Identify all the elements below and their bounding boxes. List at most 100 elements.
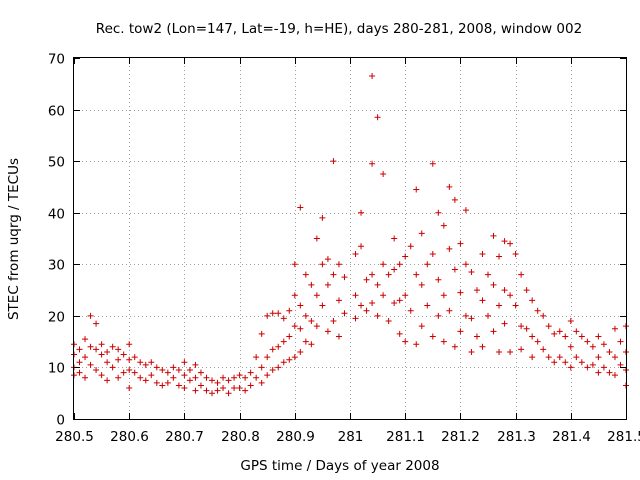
data-point	[617, 361, 624, 368]
data-point	[501, 320, 508, 327]
data-point	[562, 359, 569, 366]
data-point	[358, 209, 365, 216]
data-point	[440, 338, 447, 345]
data-point	[253, 354, 260, 361]
data-point	[247, 382, 254, 389]
data-point	[181, 372, 188, 379]
data-point	[380, 261, 387, 268]
data-point	[391, 235, 398, 242]
data-point	[214, 387, 221, 394]
data-point	[363, 307, 370, 314]
data-point	[159, 382, 166, 389]
data-point	[573, 354, 580, 361]
data-point	[595, 369, 602, 376]
data-point	[578, 359, 585, 366]
data-point	[446, 245, 453, 252]
data-point	[374, 281, 381, 288]
x-tick-label: 281.5	[607, 429, 640, 445]
data-point	[529, 354, 536, 361]
data-point	[385, 318, 392, 325]
data-point	[473, 333, 480, 340]
data-point	[518, 323, 525, 330]
data-point	[264, 354, 271, 361]
data-point	[479, 250, 486, 257]
data-point	[611, 372, 618, 379]
data-point	[269, 346, 276, 353]
data-point	[479, 343, 486, 350]
data-point	[611, 325, 618, 332]
data-point	[181, 359, 188, 366]
data-point	[286, 307, 293, 314]
data-point	[573, 328, 580, 335]
data-point	[490, 232, 497, 239]
data-point	[313, 235, 320, 242]
data-point	[380, 292, 387, 299]
data-point	[197, 382, 204, 389]
data-point	[291, 261, 298, 268]
data-point	[82, 374, 89, 381]
data-point	[496, 348, 503, 355]
data-point	[170, 364, 177, 371]
data-point	[319, 214, 326, 221]
data-point	[93, 346, 100, 353]
data-point	[104, 359, 111, 366]
data-point	[407, 243, 414, 250]
data-point	[358, 243, 365, 250]
data-point	[297, 348, 304, 355]
data-point	[451, 266, 458, 273]
y-tick-label: 50	[48, 155, 65, 171]
data-point	[142, 377, 149, 384]
data-point	[280, 315, 287, 322]
y-tick-label: 70	[48, 52, 65, 68]
data-point	[186, 377, 193, 384]
data-point	[413, 341, 420, 348]
y-tick-label: 10	[48, 361, 65, 377]
data-point	[352, 292, 359, 299]
data-point	[413, 186, 420, 193]
data-point	[584, 364, 591, 371]
data-point	[534, 338, 541, 345]
data-point	[192, 387, 199, 394]
data-point	[485, 312, 491, 319]
data-point	[468, 348, 475, 355]
data-point	[286, 333, 293, 340]
data-point	[429, 333, 436, 340]
data-point	[507, 348, 514, 355]
data-point	[468, 315, 475, 322]
data-point	[402, 292, 409, 299]
data-point	[424, 261, 431, 268]
data-point	[501, 287, 508, 294]
data-point	[181, 385, 188, 392]
data-point	[523, 287, 530, 294]
data-point	[93, 320, 100, 327]
data-point	[275, 310, 282, 317]
axes: 280.5 280.6 280.7 280.8 280.9 281 281.1 281.2 28…	[48, 52, 640, 446]
data-point	[197, 369, 204, 376]
data-point	[352, 315, 359, 322]
data-point	[148, 359, 155, 366]
data-point	[556, 354, 563, 361]
data-point	[451, 343, 458, 350]
data-point	[352, 250, 359, 257]
data-point	[440, 222, 447, 229]
data-point	[507, 292, 514, 299]
data-point	[153, 379, 160, 386]
data-point	[595, 354, 602, 361]
data-point	[297, 325, 304, 332]
data-point	[567, 343, 574, 350]
data-point	[275, 364, 282, 371]
data-point	[380, 171, 387, 178]
data-point	[115, 346, 122, 353]
data-point	[545, 323, 552, 330]
data-point	[341, 310, 348, 317]
data-point	[396, 297, 403, 304]
data-point	[247, 369, 254, 376]
data-point	[126, 341, 133, 348]
data-point	[324, 328, 331, 335]
data-point	[242, 374, 249, 381]
data-point	[473, 287, 480, 294]
data-point	[286, 356, 293, 363]
data-point	[164, 369, 171, 376]
data-point	[496, 302, 503, 309]
